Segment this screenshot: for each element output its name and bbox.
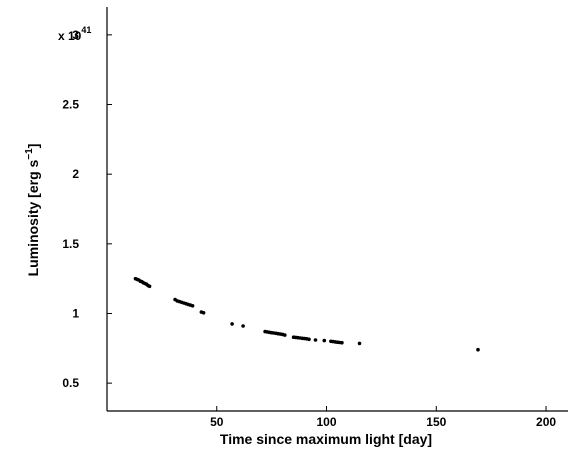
data-point [230, 322, 234, 326]
y-axis-title: Luminosity [erg s−1] [24, 144, 41, 277]
data-point [190, 304, 195, 308]
points-layer [133, 276, 480, 352]
y-multiplier-base: x 10 [58, 29, 82, 43]
y-multiplier-exponent: 41 [81, 25, 91, 35]
x-tick-label: 100 [317, 415, 337, 429]
data-point [357, 341, 362, 346]
data-point [313, 338, 318, 342]
data-point [147, 284, 152, 289]
y-tick-label: 1.5 [62, 237, 79, 251]
x-tick-label: 200 [536, 415, 556, 429]
axes-layer [106, 7, 568, 412]
y-axis-title-exponent: −1 [24, 148, 35, 160]
x-tick-label: 150 [426, 415, 446, 429]
y-axis-title-close: ] [25, 144, 41, 149]
y-tick-label: 0.5 [62, 376, 79, 390]
data-point [283, 333, 287, 337]
ticks-layer: 50 100 150 200 0.5 1 1.5 2 2.5 3 [62, 28, 556, 429]
y-tick-label: 1 [72, 306, 79, 320]
data-point [307, 337, 311, 342]
data-point [201, 311, 206, 315]
data-point [241, 324, 245, 328]
data-point [322, 338, 327, 343]
data-point [476, 347, 480, 352]
y-tick-label: 2.5 [62, 98, 79, 112]
data-point [340, 340, 344, 345]
y-axis-title-base: Luminosity [erg s [25, 159, 41, 276]
y-tick-label: 3 [72, 28, 79, 42]
y-multiplier-label: x 1041 [58, 25, 91, 43]
x-axis-title: Time since maximum light [day] [220, 431, 432, 447]
y-tick-label: 2 [72, 167, 79, 181]
x-tick-label: 50 [210, 415, 224, 429]
